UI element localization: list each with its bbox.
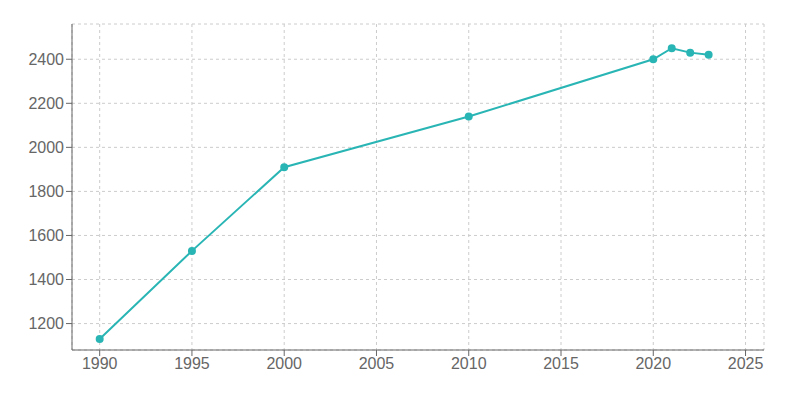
svg-text:1600: 1600: [28, 227, 64, 244]
svg-text:1995: 1995: [174, 355, 210, 372]
svg-text:2005: 2005: [359, 355, 395, 372]
svg-text:2015: 2015: [543, 355, 579, 372]
svg-text:2020: 2020: [635, 355, 671, 372]
svg-text:2025: 2025: [728, 355, 764, 372]
svg-text:2000: 2000: [266, 355, 302, 372]
svg-text:1990: 1990: [82, 355, 118, 372]
svg-text:2400: 2400: [28, 51, 64, 68]
svg-text:1200: 1200: [28, 315, 64, 332]
svg-text:1400: 1400: [28, 271, 64, 288]
svg-text:2010: 2010: [451, 355, 487, 372]
svg-text:1800: 1800: [28, 183, 64, 200]
svg-text:2000: 2000: [28, 139, 64, 156]
svg-text:2200: 2200: [28, 95, 64, 112]
